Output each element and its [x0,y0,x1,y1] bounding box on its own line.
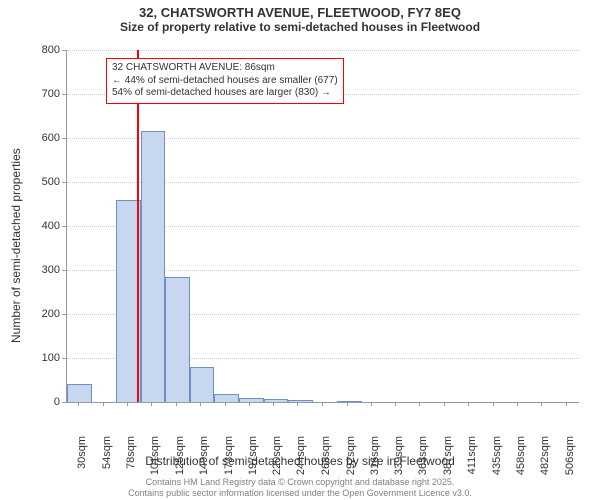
chart-title: 32, CHATSWORTH AVENUE, FLEETWOOD, FY7 8E… [0,0,600,21]
y-tick-mark [62,314,66,315]
x-tick-label: 435sqm [491,436,503,476]
x-tick-mark [566,402,567,406]
footer-line-2: Contains public sector information licen… [0,488,600,498]
x-tick-label: 244sqm [295,436,307,476]
x-tick-mark [322,402,323,406]
x-tick-label: 268sqm [320,436,332,476]
x-tick-label: 458sqm [515,436,527,476]
x-tick-mark [103,402,104,406]
annotation-line-2: ← 44% of semi-detached houses are smalle… [112,75,338,88]
chart-container: 32, CHATSWORTH AVENUE, FLEETWOOD, FY7 8E… [0,0,600,500]
x-tick-label: 482sqm [539,436,551,476]
histogram-bar [165,277,190,402]
histogram-bar [141,131,166,402]
y-tick-label: 0 [20,396,60,408]
y-tick-mark [62,50,66,51]
histogram-bar [214,394,239,402]
x-tick-mark [200,402,201,406]
x-tick-label: 125sqm [174,436,186,476]
histogram-bar [337,401,362,402]
x-tick-mark [127,402,128,406]
annotation-line-3: 54% of semi-detached houses are larger (… [112,87,338,100]
x-tick-label: 506sqm [564,436,576,476]
y-tick-mark [62,402,66,403]
x-tick-label: 30sqm [76,436,88,476]
x-tick-mark [493,402,494,406]
x-tick-mark [444,402,445,406]
x-tick-mark [273,402,274,406]
x-tick-label: 316sqm [369,436,381,476]
y-tick-mark [62,94,66,95]
y-tick-mark [62,182,66,183]
x-tick-mark [371,402,372,406]
histogram-bar [190,367,215,402]
histogram-bar [67,384,92,402]
x-tick-mark [395,402,396,406]
x-tick-label: 339sqm [393,436,405,476]
x-tick-label: 387sqm [442,436,454,476]
x-tick-label: 197sqm [247,436,259,476]
x-tick-mark [419,402,420,406]
y-tick-mark [62,358,66,359]
x-tick-label: 411sqm [466,436,478,476]
y-tick-label: 300 [20,264,60,276]
x-tick-mark [151,402,152,406]
y-tick-label: 500 [20,176,60,188]
x-tick-label: 149sqm [198,436,210,476]
x-tick-mark [517,402,518,406]
y-tick-mark [62,138,66,139]
footer-line-1: Contains HM Land Registry data © Crown c… [0,477,600,487]
y-tick-mark [62,270,66,271]
x-tick-label: 173sqm [223,436,235,476]
x-tick-label: 101sqm [149,436,161,476]
y-tick-label: 100 [20,352,60,364]
x-tick-mark [297,402,298,406]
footer-attribution: Contains HM Land Registry data © Crown c… [0,477,600,498]
annotation-box: 32 CHATSWORTH AVENUE: 86sqm ← 44% of sem… [106,58,344,104]
x-tick-mark [468,402,469,406]
x-tick-mark [78,402,79,406]
histogram-bar [239,398,264,402]
x-tick-mark [541,402,542,406]
x-tick-mark [347,402,348,406]
histogram-bar [264,399,289,402]
y-tick-label: 400 [20,220,60,232]
x-tick-label: 292sqm [345,436,357,476]
annotation-line-1: 32 CHATSWORTH AVENUE: 86sqm [112,62,338,75]
x-tick-label: 78sqm [125,436,137,476]
chart-subtitle: Size of property relative to semi-detach… [0,21,600,35]
y-tick-label: 800 [20,44,60,56]
x-tick-label: 220sqm [271,436,283,476]
x-tick-mark [249,402,250,406]
y-tick-mark [62,226,66,227]
gridline [67,50,579,51]
y-tick-label: 200 [20,308,60,320]
x-tick-label: 363sqm [417,436,429,476]
y-tick-label: 600 [20,132,60,144]
x-tick-mark [225,402,226,406]
histogram-bar [288,400,313,402]
x-tick-label: 54sqm [101,436,113,476]
x-tick-mark [176,402,177,406]
y-tick-label: 700 [20,88,60,100]
